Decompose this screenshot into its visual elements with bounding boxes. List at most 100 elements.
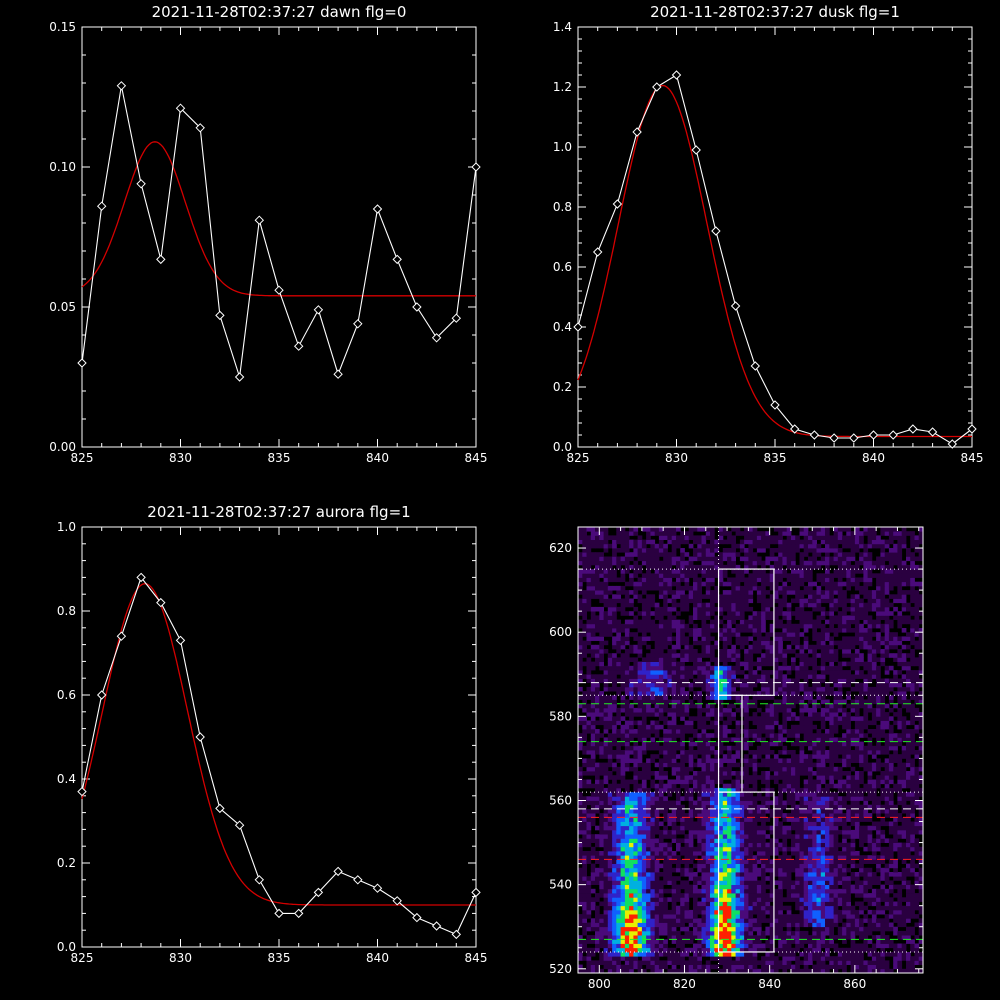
heatmap-cell (731, 884, 736, 890)
heatmap-cell (820, 716, 826, 721)
heatmap-cell (884, 905, 890, 911)
heatmap-cell (599, 838, 604, 843)
heatmap-cell (633, 859, 639, 864)
heatmap-cell (782, 691, 788, 696)
heatmap-cell (914, 897, 920, 902)
dusk-data-point (908, 424, 918, 434)
heatmap-cell (825, 766, 830, 772)
heatmap-cell (914, 817, 920, 822)
heatmap-cell (654, 859, 660, 864)
heatmap-cell (744, 729, 749, 734)
heatmap-cell (888, 897, 894, 902)
heatmap-cell (735, 968, 741, 974)
aurora-data-point (215, 803, 225, 814)
heatmap-cell (727, 964, 732, 970)
heatmap-cell (603, 842, 609, 848)
heatmap-cell (701, 930, 707, 936)
heatmap-cell (901, 829, 907, 835)
heatmap-cell (884, 960, 890, 965)
heatmap-cell (629, 716, 634, 721)
heatmap-cell (680, 796, 685, 801)
heatmap-cell (578, 859, 583, 864)
heatmap-cell (825, 783, 830, 789)
heatmap-cell (820, 964, 826, 970)
heatmap-cell (910, 808, 915, 814)
heatmap-cell (590, 855, 596, 860)
heatmap-cell (620, 724, 626, 730)
heatmap-cell (676, 800, 681, 806)
heatmap-cell (731, 813, 736, 818)
heatmap-cell (829, 863, 834, 869)
heatmap-cell (620, 909, 626, 915)
heatmap-cell (633, 935, 639, 940)
heatmap-cell (641, 800, 647, 806)
heatmap-cell (641, 960, 647, 965)
heatmap-cell (688, 867, 694, 873)
heatmap-cell (837, 783, 843, 789)
heatmap-cell (795, 918, 800, 923)
heatmap-cell (820, 720, 826, 726)
heatmap-cell (812, 914, 817, 919)
heatmap-cell (624, 834, 630, 839)
heatmap-cell (578, 792, 583, 797)
heatmap-cell (714, 872, 719, 877)
aurora-data-point (274, 908, 284, 919)
heatmap-cell (650, 825, 656, 831)
heatmap-cell (820, 762, 826, 768)
heatmap-cell (888, 943, 894, 949)
heatmap-cell (786, 893, 792, 898)
heatmap-cell (612, 733, 617, 738)
heatmap-cell (846, 859, 851, 864)
heatmap-cell (854, 695, 860, 700)
heatmap-cell (833, 754, 839, 759)
heatmap-cell (684, 872, 690, 877)
heatmap-cell (731, 834, 736, 839)
heatmap-cell (629, 686, 634, 692)
heatmap-cell (859, 699, 864, 705)
heatmap-cell (825, 863, 830, 869)
heatmap-cell (803, 817, 809, 822)
heatmap-cell (795, 893, 800, 898)
heatmap-cell (654, 808, 660, 814)
heatmap-cell (637, 964, 643, 970)
heatmap-cell (816, 914, 822, 919)
heatmap-cell (782, 935, 788, 940)
heatmap-cell (612, 897, 617, 902)
heatmap-cell (620, 888, 626, 894)
heatmap-cell (582, 796, 587, 801)
heatmap-cell (901, 703, 907, 709)
heatmap-cell (637, 754, 643, 759)
heatmap-cell (748, 863, 754, 869)
heatmap-cell (701, 758, 707, 763)
dawn-data-point (333, 369, 343, 379)
heatmap-cell (910, 787, 915, 793)
heatmap-cell (616, 939, 621, 944)
heatmap-cell (739, 808, 745, 814)
heatmap-cell (722, 771, 728, 776)
heatmap-cell (663, 813, 668, 818)
heatmap-cell (744, 855, 749, 860)
heatmap-cell (859, 943, 864, 949)
heatmap-cell (906, 905, 911, 911)
heatmap-cell (616, 863, 621, 869)
heatmap-cell (791, 851, 796, 856)
heatmap-cell (658, 808, 664, 814)
heatmap-cell (893, 825, 898, 831)
heatmap-cell (718, 800, 724, 806)
heatmap-cell (876, 834, 881, 839)
heatmap-cell (854, 720, 860, 726)
aurora-chart-title: 2021-11-28T02:37:27 aurora flg=1 (147, 503, 410, 521)
heatmap-cell (799, 872, 805, 877)
heatmap-cell (727, 884, 732, 890)
heatmap-cell (607, 880, 613, 885)
heatmap-cell (607, 930, 613, 936)
heatmap-cell (761, 956, 766, 961)
heatmap-cell (859, 905, 864, 911)
heatmap-cell (837, 787, 843, 793)
heatmap-cell (803, 804, 809, 810)
heatmap-cell (654, 935, 660, 940)
heatmap-cell (654, 691, 660, 696)
heatmap-cell (731, 897, 736, 902)
heatmap-cell (697, 909, 702, 915)
heatmap-cell (791, 729, 796, 734)
